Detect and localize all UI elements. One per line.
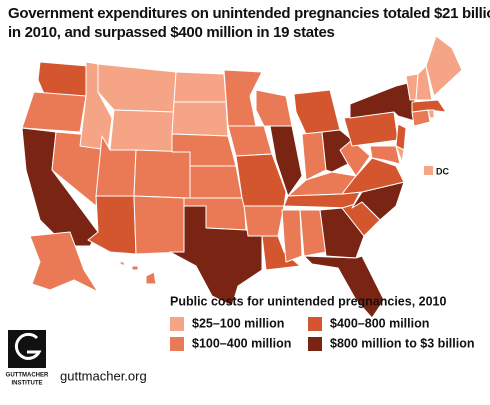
state [171, 101, 229, 137]
legend-label: $25–100 million [192, 316, 284, 330]
state [293, 89, 341, 135]
legend-label: $400–800 million [330, 316, 429, 330]
state [395, 123, 407, 151]
state [411, 109, 431, 127]
title-line: in 2010, and surpassed $400 million in 1… [8, 24, 335, 41]
legend-title: Public costs for unintended pregnancies,… [170, 294, 447, 308]
state [145, 271, 157, 285]
legend-swatch [308, 317, 322, 331]
state [21, 91, 87, 133]
state [411, 99, 447, 113]
state [97, 63, 177, 113]
dc-swatch [424, 166, 433, 175]
state [117, 261, 125, 267]
legend-swatch [170, 317, 184, 331]
state [133, 195, 185, 255]
logo: GUTTMACHER INSTITUTE [6, 330, 49, 387]
state [133, 149, 191, 199]
legend-swatch [170, 337, 184, 351]
legend-label: $100–400 million [192, 336, 291, 350]
state [415, 65, 433, 101]
state [339, 139, 371, 177]
state [243, 205, 285, 237]
title-line: Government expenditures on unintended pr… [8, 5, 490, 22]
state [369, 145, 401, 165]
state [173, 71, 227, 103]
state [189, 165, 243, 199]
us-map [21, 35, 463, 319]
state [349, 81, 419, 123]
logo-mark [14, 332, 42, 360]
legend-label: $800 million to $3 billion [330, 336, 474, 350]
logo-box [8, 330, 46, 368]
logo-name: GUTTMACHER [6, 373, 49, 379]
state [37, 61, 89, 97]
state [223, 69, 263, 127]
state [29, 231, 99, 293]
source: guttmacher.org [60, 368, 147, 383]
state [427, 109, 435, 119]
state [281, 209, 303, 263]
state [425, 35, 463, 97]
state [395, 145, 405, 163]
state [303, 255, 385, 319]
state [255, 89, 293, 127]
logo-subtitle: INSTITUTE [12, 381, 43, 387]
state [169, 205, 263, 307]
legend: $25–100 million $400–800 million $100–400 … [170, 316, 474, 351]
state [269, 125, 303, 197]
state [109, 109, 175, 153]
dc-label: DC [436, 166, 449, 176]
legend-swatch [308, 337, 322, 351]
state [131, 265, 139, 271]
state [319, 207, 365, 259]
state [227, 125, 273, 157]
